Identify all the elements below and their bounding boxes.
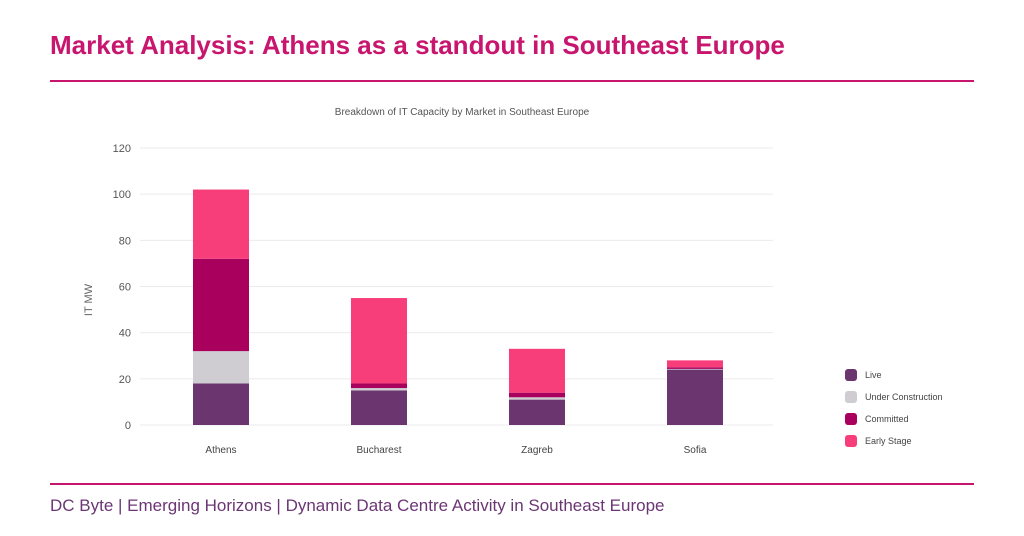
legend-label: Under Construction	[865, 392, 943, 402]
bar-chart: Breakdown of IT Capacity by Market in So…	[83, 107, 773, 456]
y-tick-label: 0	[125, 420, 131, 432]
x-tick-label: Athens	[205, 445, 236, 456]
chart-title: Breakdown of IT Capacity by Market in So…	[335, 107, 590, 118]
bar-segment-sofia-committed	[667, 367, 723, 369]
bar-segment-sofia-early-stage	[667, 360, 723, 368]
y-tick-label: 120	[113, 143, 131, 155]
bar-segment-zagreb-committed	[509, 392, 565, 398]
y-tick-label: 20	[119, 374, 131, 386]
y-axis-label: IT MW	[83, 283, 95, 316]
legend-label: Live	[865, 370, 882, 380]
x-tick-label: Sofia	[684, 445, 707, 456]
footer-text: DC Byte | Emerging Horizons | Dynamic Da…	[50, 496, 665, 515]
legend-item: Committed	[845, 413, 909, 425]
y-tick-label: 80	[119, 235, 131, 247]
bar-segment-athens-early-stage	[193, 189, 249, 259]
legend-label: Early Stage	[865, 436, 912, 446]
y-tick-label: 60	[119, 282, 131, 294]
divider	[50, 80, 974, 82]
bar-segment-zagreb-live	[509, 399, 565, 425]
bar-segment-bucharest-live	[351, 390, 407, 425]
bar-segment-sofia-under-construction	[667, 368, 723, 370]
bar-segment-bucharest-committed	[351, 383, 407, 389]
legend-swatch	[845, 391, 857, 403]
bar-segment-athens-live	[193, 383, 249, 425]
page-title: Market Analysis: Athens as a standout in…	[50, 30, 785, 60]
legend-swatch	[845, 413, 857, 425]
bar-segment-zagreb-early-stage	[509, 348, 565, 393]
bar-segment-zagreb-under-construction	[509, 397, 565, 400]
legend-item: Under Construction	[845, 391, 943, 403]
x-tick-label: Bucharest	[356, 445, 401, 456]
bar-segment-sofia-live	[667, 369, 723, 425]
divider	[50, 483, 974, 485]
legend-item: Early Stage	[845, 435, 912, 447]
bar-segment-bucharest-early-stage	[351, 298, 407, 384]
bar-segment-athens-under-construction	[193, 351, 249, 384]
y-tick-label: 40	[119, 328, 131, 340]
legend-swatch	[845, 369, 857, 381]
y-tick-label: 100	[113, 189, 131, 201]
legend-label: Committed	[865, 414, 909, 424]
x-tick-label: Zagreb	[521, 445, 553, 456]
legend-item: Live	[845, 369, 882, 381]
legend-swatch	[845, 435, 857, 447]
bar-segment-athens-committed	[193, 258, 249, 352]
bar-segment-bucharest-under-construction	[351, 388, 407, 391]
